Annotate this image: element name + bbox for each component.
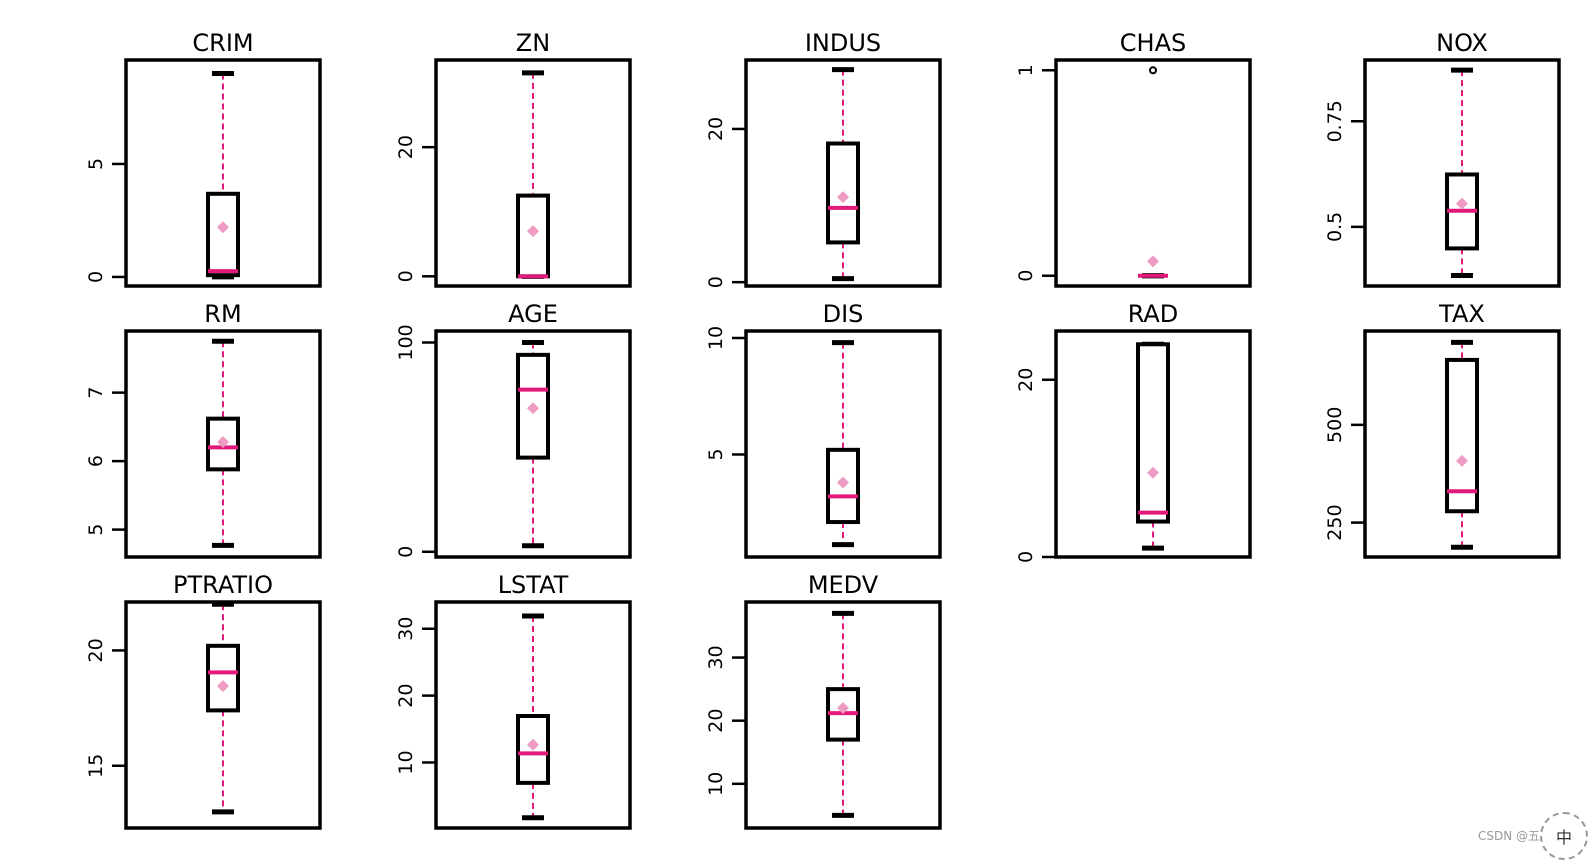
axes-frame — [1054, 329, 1252, 559]
axes-frame — [434, 329, 632, 559]
subplot-title: CRIM — [192, 29, 253, 57]
mean-marker — [217, 435, 229, 448]
subplot-title: RM — [204, 300, 241, 328]
subplot-title: LSTAT — [498, 571, 569, 599]
y-tick-label: 20 — [395, 684, 417, 708]
subplot-crim: CRIM 0 5 — [85, 29, 322, 288]
axes-frame — [124, 329, 322, 559]
subplot-chas: CHAS 0 1 — [1015, 29, 1252, 288]
y-tick-label: 20 — [85, 638, 107, 662]
y-tick-label: 20 — [1015, 368, 1037, 392]
subplot-title: RAD — [1128, 300, 1179, 328]
axes-frame — [744, 329, 942, 559]
y-tick-label: 10 — [705, 326, 727, 350]
subplot-medv: MEDV 10 20 30 — [705, 571, 942, 830]
iqr-box — [1445, 357, 1479, 514]
mean-marker — [837, 476, 849, 489]
iqr-box — [1136, 342, 1170, 524]
iqr-box — [206, 191, 240, 278]
y-tick-label: 10 — [705, 772, 727, 796]
subplot-title: DIS — [823, 300, 864, 328]
subplot-rad: RAD 0 20 — [1015, 300, 1252, 563]
axes-frame — [1363, 329, 1561, 559]
subplot-tax: TAX 250 500 — [1324, 300, 1561, 559]
subplot-title: PTRATIO — [173, 571, 273, 599]
mean-marker — [1147, 466, 1159, 479]
y-tick-label: 0 — [705, 276, 727, 288]
y-tick-label: 0 — [85, 271, 107, 283]
mean-marker — [837, 702, 849, 715]
subplot-age: AGE 0 100 — [395, 300, 632, 559]
axes-frame — [124, 58, 322, 288]
subplot-rm: RM 5 6 7 — [85, 300, 322, 559]
subplot-title: ZN — [516, 29, 550, 57]
subplot-lstat: LSTAT 10 20 30 — [395, 571, 632, 830]
subplot-title: TAX — [1438, 300, 1485, 328]
subplot-zn: ZN 0 20 — [395, 29, 632, 288]
y-tick-label: 0 — [395, 546, 417, 558]
subplot-nox: NOX 0.5 0.75 — [1324, 29, 1561, 288]
axes-frame — [1054, 58, 1252, 288]
y-tick-label: 20 — [395, 135, 417, 159]
ime-indicator-icon[interactable]: 中 — [1540, 812, 1588, 860]
y-tick-label: 20 — [705, 117, 727, 141]
subplot-title: NOX — [1436, 29, 1488, 57]
axes-frame — [744, 600, 942, 830]
y-tick-label: 5 — [85, 524, 107, 536]
y-tick-label: 0 — [395, 270, 417, 282]
subplot-title: CHAS — [1120, 29, 1186, 57]
y-tick-label: 5 — [85, 158, 107, 170]
mean-marker — [217, 680, 229, 693]
mean-marker — [837, 191, 849, 204]
outlier-point — [1149, 66, 1157, 75]
y-tick-label: 15 — [85, 754, 107, 778]
y-tick-label: 250 — [1324, 504, 1346, 540]
iqr-box — [206, 643, 240, 713]
subplot-title: AGE — [508, 300, 558, 328]
subplot-dis: DIS 5 10 — [705, 300, 942, 559]
y-tick-label: 10 — [395, 750, 417, 774]
y-tick-label: 6 — [85, 455, 107, 467]
axes-frame — [434, 600, 632, 830]
mean-marker — [527, 225, 539, 238]
y-tick-label: 30 — [705, 645, 727, 669]
axes-frame — [1363, 58, 1561, 288]
subplot-ptratio: PTRATIO 15 20 — [85, 571, 322, 830]
subplot-title: INDUS — [805, 29, 881, 57]
y-tick-label: 20 — [705, 709, 727, 733]
y-tick-label: 100 — [395, 324, 417, 360]
mean-marker — [527, 402, 539, 415]
y-tick-label: 7 — [85, 387, 107, 399]
y-tick-label: 5 — [705, 448, 727, 460]
mean-marker — [527, 738, 539, 751]
y-tick-label: 30 — [395, 617, 417, 641]
mean-marker — [1456, 197, 1468, 210]
mean-marker — [1456, 454, 1468, 467]
subplot-indus: INDUS 0 20 — [705, 29, 942, 288]
subplot-title: MEDV — [808, 571, 879, 599]
y-tick-label: 0 — [1015, 270, 1037, 282]
y-tick-label: 1 — [1015, 64, 1037, 76]
mean-marker — [217, 221, 229, 234]
y-tick-label: 0 — [1015, 551, 1037, 563]
axes-frame — [744, 58, 942, 288]
y-tick-label: 500 — [1324, 407, 1346, 443]
axes-frame — [434, 58, 632, 288]
y-tick-label: 0.5 — [1324, 212, 1346, 242]
mean-marker — [1147, 255, 1159, 268]
y-tick-label: 0.75 — [1324, 100, 1346, 142]
